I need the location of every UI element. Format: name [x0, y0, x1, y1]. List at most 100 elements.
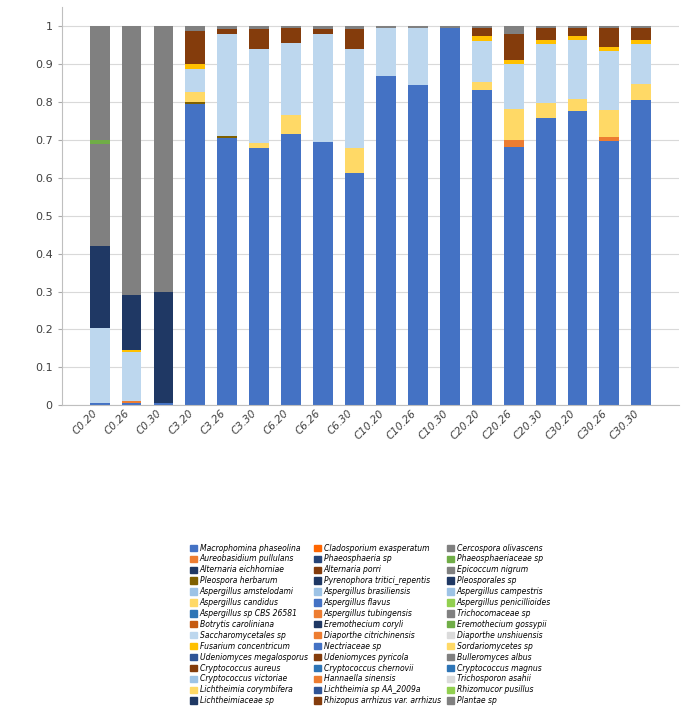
Bar [185, 92, 205, 102]
Bar [600, 141, 619, 405]
Bar [217, 28, 237, 34]
Bar [249, 28, 269, 39]
Bar [313, 141, 333, 405]
Bar [90, 328, 110, 403]
Bar [121, 352, 141, 402]
Bar [249, 143, 269, 148]
Bar [567, 99, 587, 110]
Bar [90, 144, 110, 246]
Bar [472, 36, 492, 41]
Bar [121, 351, 141, 352]
Bar [567, 110, 587, 405]
Legend: Macrophomina phaseolina, Aureobasidium pullulans, Alternaria eichhorniae, Pleosp: Macrophomina phaseolina, Aureobasidium p… [187, 540, 554, 708]
Bar [536, 28, 556, 36]
Bar [536, 119, 556, 405]
Bar [472, 28, 492, 32]
Bar [185, 55, 205, 64]
Bar [567, 36, 587, 40]
Bar [281, 134, 300, 405]
Bar [631, 36, 651, 40]
Bar [313, 28, 333, 34]
Bar [536, 102, 556, 119]
Bar [504, 140, 523, 147]
Bar [472, 90, 492, 405]
Bar [249, 26, 269, 28]
Bar [90, 26, 110, 140]
Bar [377, 76, 397, 405]
Bar [185, 105, 205, 405]
Bar [504, 147, 523, 405]
Bar [344, 26, 364, 28]
Bar [377, 28, 397, 76]
Bar [90, 141, 110, 144]
Bar [567, 28, 587, 36]
Bar [249, 39, 269, 50]
Bar [600, 43, 619, 48]
Bar [121, 220, 141, 295]
Bar [313, 26, 333, 28]
Bar [504, 26, 523, 33]
Bar [504, 33, 523, 53]
Bar [185, 26, 205, 31]
Bar [536, 26, 556, 28]
Bar [217, 136, 237, 138]
Bar [154, 26, 174, 292]
Bar [631, 100, 651, 405]
Bar [344, 38, 364, 48]
Bar [600, 137, 619, 141]
Bar [185, 102, 205, 105]
Bar [344, 149, 364, 173]
Bar [600, 48, 619, 51]
Bar [631, 28, 651, 36]
Bar [600, 51, 619, 109]
Bar [440, 28, 460, 405]
Bar [344, 28, 364, 38]
Bar [121, 402, 141, 403]
Bar [313, 34, 333, 141]
Bar [472, 32, 492, 36]
Bar [344, 173, 364, 405]
Bar [121, 403, 141, 405]
Bar [249, 148, 269, 405]
Bar [281, 43, 300, 115]
Bar [377, 26, 397, 28]
Bar [90, 246, 110, 328]
Bar [631, 44, 651, 84]
Bar [185, 64, 205, 69]
Bar [217, 26, 237, 28]
Bar [154, 403, 174, 405]
Bar [504, 53, 523, 60]
Bar [90, 403, 110, 405]
Bar [408, 85, 428, 405]
Bar [344, 48, 364, 149]
Bar [536, 44, 556, 102]
Bar [281, 28, 300, 43]
Bar [408, 28, 428, 85]
Bar [154, 292, 174, 403]
Bar [600, 26, 619, 28]
Bar [631, 40, 651, 44]
Bar [440, 26, 460, 28]
Bar [600, 109, 619, 137]
Bar [121, 295, 141, 351]
Bar [504, 64, 523, 109]
Bar [567, 26, 587, 28]
Bar [472, 41, 492, 82]
Bar [281, 115, 300, 134]
Bar [472, 82, 492, 90]
Bar [281, 26, 300, 28]
Bar [504, 60, 523, 64]
Bar [631, 84, 651, 100]
Bar [217, 34, 237, 136]
Bar [536, 40, 556, 44]
Bar [504, 109, 523, 140]
Bar [185, 31, 205, 55]
Bar [185, 69, 205, 92]
Bar [536, 36, 556, 40]
Bar [121, 26, 141, 220]
Bar [217, 138, 237, 405]
Bar [631, 26, 651, 28]
Bar [90, 140, 110, 141]
Bar [249, 50, 269, 143]
Bar [600, 28, 619, 43]
